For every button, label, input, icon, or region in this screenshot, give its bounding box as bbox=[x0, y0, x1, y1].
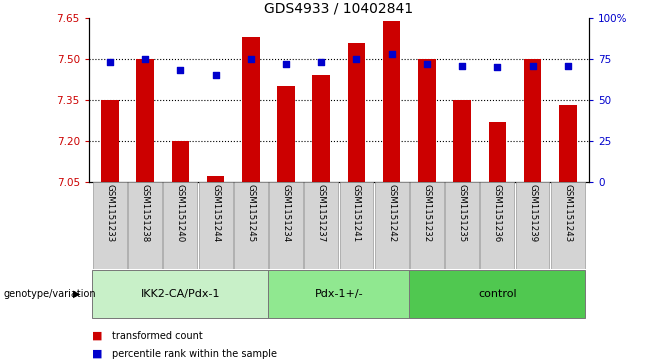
Bar bbox=[516, 182, 549, 269]
Point bbox=[281, 61, 291, 67]
Bar bbox=[277, 86, 295, 182]
Text: GSM1151241: GSM1151241 bbox=[352, 184, 361, 242]
Bar bbox=[375, 182, 409, 269]
Bar bbox=[524, 59, 542, 182]
Bar bbox=[234, 182, 268, 269]
Text: GSM1151234: GSM1151234 bbox=[282, 184, 291, 242]
Bar bbox=[163, 182, 197, 269]
Bar bbox=[136, 59, 154, 182]
Point bbox=[140, 56, 151, 62]
Bar bbox=[409, 270, 585, 318]
Text: Pdx-1+/-: Pdx-1+/- bbox=[315, 289, 363, 299]
Bar bbox=[128, 182, 162, 269]
Bar bbox=[93, 182, 127, 269]
Point bbox=[316, 59, 326, 65]
Text: transformed count: transformed count bbox=[112, 331, 203, 341]
Text: ■: ■ bbox=[92, 349, 103, 359]
Text: GSM1151236: GSM1151236 bbox=[493, 184, 502, 242]
Bar bbox=[313, 75, 330, 182]
Text: percentile rank within the sample: percentile rank within the sample bbox=[112, 349, 277, 359]
Text: GSM1151245: GSM1151245 bbox=[246, 184, 255, 242]
Bar bbox=[268, 270, 409, 318]
Text: GSM1151244: GSM1151244 bbox=[211, 184, 220, 242]
Bar bbox=[559, 105, 576, 182]
Bar bbox=[269, 182, 303, 269]
Text: GSM1151235: GSM1151235 bbox=[457, 184, 467, 242]
Text: GSM1151239: GSM1151239 bbox=[528, 184, 537, 242]
Bar bbox=[207, 176, 224, 182]
Point bbox=[492, 64, 503, 70]
Text: GSM1151240: GSM1151240 bbox=[176, 184, 185, 242]
Text: GSM1151242: GSM1151242 bbox=[387, 184, 396, 242]
Title: GDS4933 / 10402841: GDS4933 / 10402841 bbox=[265, 1, 413, 16]
Text: GSM1151232: GSM1151232 bbox=[422, 184, 432, 242]
Bar bbox=[488, 122, 506, 182]
Point bbox=[175, 68, 186, 73]
Bar bbox=[92, 270, 268, 318]
Bar bbox=[480, 182, 515, 269]
Text: GSM1151243: GSM1151243 bbox=[563, 184, 572, 242]
Bar bbox=[418, 59, 436, 182]
Text: IKK2-CA/Pdx-1: IKK2-CA/Pdx-1 bbox=[141, 289, 220, 299]
Text: ▶: ▶ bbox=[74, 289, 81, 299]
Bar bbox=[101, 100, 118, 182]
Text: GSM1151237: GSM1151237 bbox=[316, 184, 326, 242]
Point bbox=[563, 62, 573, 68]
Text: ■: ■ bbox=[92, 331, 103, 341]
Bar bbox=[305, 182, 338, 269]
Bar bbox=[551, 182, 585, 269]
Bar bbox=[445, 182, 479, 269]
Text: genotype/variation: genotype/variation bbox=[3, 289, 96, 299]
Text: GSM1151238: GSM1151238 bbox=[141, 184, 149, 242]
Point bbox=[245, 56, 256, 62]
Bar bbox=[347, 43, 365, 182]
Point bbox=[457, 62, 467, 68]
Point bbox=[386, 51, 397, 57]
Bar bbox=[242, 37, 260, 182]
Point bbox=[527, 62, 538, 68]
Text: GSM1151233: GSM1151233 bbox=[105, 184, 114, 242]
Bar bbox=[340, 182, 373, 269]
Bar bbox=[383, 21, 401, 182]
Text: control: control bbox=[478, 289, 517, 299]
Bar bbox=[410, 182, 443, 269]
Point bbox=[351, 56, 362, 62]
Point bbox=[105, 59, 115, 65]
Point bbox=[211, 72, 221, 78]
Bar bbox=[172, 140, 190, 182]
Point bbox=[422, 61, 432, 67]
Bar bbox=[453, 100, 471, 182]
Bar bbox=[199, 182, 232, 269]
